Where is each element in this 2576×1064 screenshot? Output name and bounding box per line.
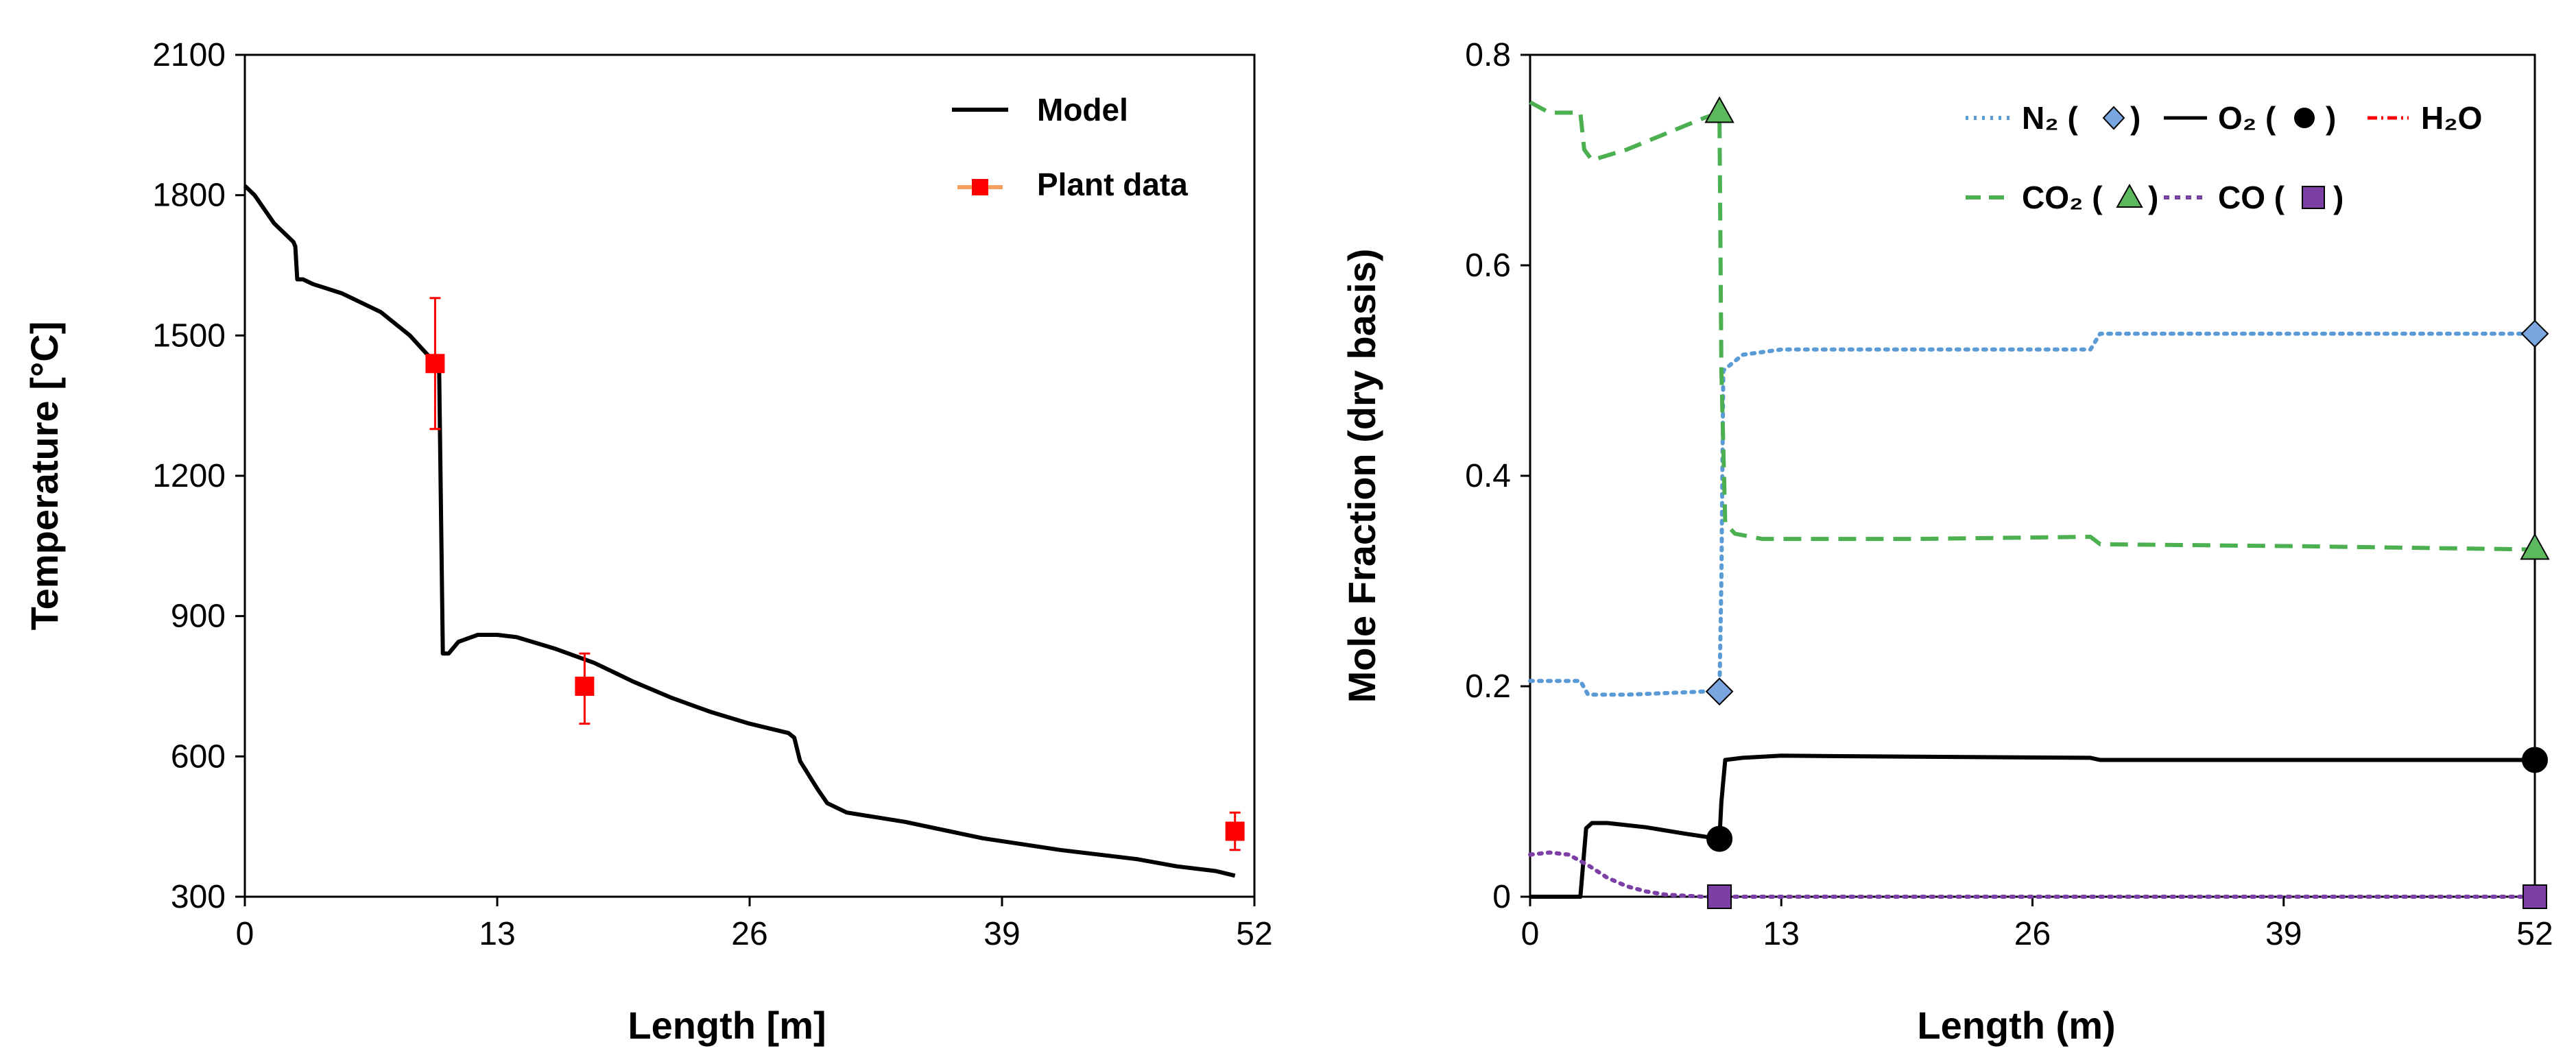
- co2-triangle-marker: [1704, 96, 1734, 123]
- x-tick-label: 52: [2516, 916, 2553, 952]
- x-tick-label: 26: [2014, 916, 2051, 952]
- temperature-y-axis-title: Temperature [°C]: [23, 322, 66, 631]
- y-tick-label: 300: [171, 879, 226, 915]
- o2-circle-marker: [1706, 825, 1733, 852]
- plant-data-markers: [425, 297, 1245, 851]
- mole-fraction-y-ticks: 0 0.2 0.4 0.6 0.8: [1465, 37, 1530, 915]
- x-tick-label: 39: [2265, 916, 2302, 952]
- series-line-co: [1529, 100, 2536, 552]
- legend-co2-close: ): [2148, 180, 2158, 215]
- legend-co2-triangle-icon: [2116, 183, 2143, 208]
- mole-fraction-legend: N₂ ( ) O₂ ( ) H₂O CO₂ (: [1966, 100, 2482, 215]
- temperature-x-axis-title: Length [m]: [628, 1004, 826, 1047]
- series-line-n: [1528, 331, 2537, 697]
- mole-fraction-chart: 0 0.2 0.4 0.6 0.8 0 13 26 39 52 Length (m) Mole …: [1340, 37, 2553, 1047]
- mole-fraction-y-axis-title: Mole Fraction (dry basis): [1340, 249, 1383, 703]
- co-square-marker: [1707, 884, 1732, 909]
- legend-o2-close: ): [2326, 100, 2336, 136]
- legend-o2-circle-icon: [2294, 108, 2315, 128]
- n2-diamond-marker: [1705, 677, 1734, 706]
- series-line-co: [1528, 850, 2537, 899]
- x-tick-label: 52: [1236, 916, 1272, 952]
- x-tick-label: 0: [236, 916, 254, 952]
- plant-data-point: [1225, 821, 1245, 841]
- legend-co2-label: CO₂ (: [2022, 180, 2103, 215]
- y-tick-label: 0.4: [1465, 458, 1511, 494]
- x-tick-label: 13: [479, 916, 515, 952]
- legend-plant-data-label: Plant data: [1037, 167, 1188, 202]
- legend-n2-close: ): [2130, 100, 2140, 136]
- mole-fraction-markers: [1704, 96, 2550, 909]
- plant-data-point: [575, 677, 595, 696]
- y-tick-label: 2100: [152, 37, 226, 73]
- y-tick-label: 1200: [152, 458, 226, 494]
- series-line-model: [243, 184, 1236, 878]
- y-tick-label: 1800: [152, 178, 226, 214]
- x-tick-label: 0: [1521, 916, 1540, 952]
- legend-co-close: ): [2333, 180, 2344, 215]
- y-tick-label: 0: [1492, 879, 1511, 915]
- y-tick-label: 600: [171, 738, 226, 775]
- n2-diamond-marker: [2520, 319, 2549, 348]
- series-line-o: [1530, 753, 2535, 899]
- mole-fraction-series-lines: [1528, 100, 2537, 899]
- co2-triangle-marker: [2520, 533, 2550, 560]
- x-tick-label: 26: [731, 916, 767, 952]
- plant-data-point: [425, 354, 445, 374]
- mole-fraction-x-axis-title: Length (m): [1917, 1004, 2115, 1047]
- temperature-series-lines: [243, 184, 1236, 878]
- temperature-y-ticks: 300 600 900 1200 1500 1800 2100: [152, 37, 245, 915]
- legend-n2-diamond-icon: [2102, 106, 2125, 130]
- o2-circle-marker: [2522, 747, 2548, 773]
- y-tick-label: 900: [171, 598, 226, 635]
- temperature-x-ticks: 0 13 26 39 52: [236, 897, 1273, 952]
- x-tick-label: 13: [1763, 916, 1800, 952]
- legend-co-square-icon: [2302, 186, 2325, 209]
- temperature-chart: 300 600 900 1200 1500 1800 2100 0 13 26 39 52 Leng…: [23, 37, 1273, 1047]
- y-tick-label: 0.2: [1465, 668, 1511, 705]
- legend-model-label: Model: [1037, 92, 1128, 128]
- legend-n2-label: N₂ (: [2022, 100, 2078, 136]
- y-tick-label: 1500: [152, 317, 226, 354]
- legend-plant-data-swatch-marker: [972, 179, 988, 195]
- legend-co-label: CO (: [2218, 180, 2285, 215]
- y-tick-label: 0.8: [1465, 37, 1511, 73]
- co-square-marker: [2523, 884, 2547, 909]
- legend-h2o-label: H₂O: [2421, 100, 2482, 136]
- mole-fraction-x-ticks: 0 13 26 39 52: [1521, 897, 2553, 952]
- legend-o2-label: O₂ (: [2218, 100, 2276, 136]
- y-tick-label: 0.6: [1465, 247, 1511, 284]
- temperature-legend: Model Plant data: [952, 92, 1188, 202]
- x-tick-label: 39: [983, 916, 1020, 952]
